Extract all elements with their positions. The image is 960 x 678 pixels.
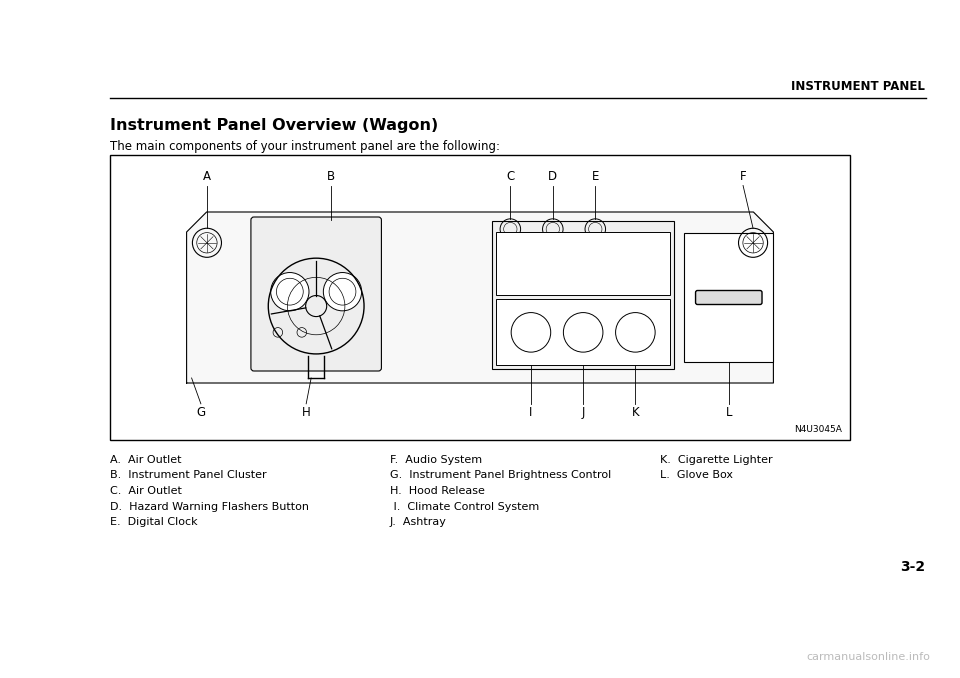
Text: carmanualsonline.info: carmanualsonline.info — [806, 652, 930, 662]
Text: K.  Cigarette Lighter: K. Cigarette Lighter — [660, 455, 773, 465]
Polygon shape — [186, 212, 774, 383]
Text: G.  Instrument Panel Brightness Control: G. Instrument Panel Brightness Control — [390, 471, 612, 481]
Text: A.  Air Outlet: A. Air Outlet — [110, 455, 181, 465]
Text: C: C — [506, 170, 515, 184]
Text: B.  Instrument Panel Cluster: B. Instrument Panel Cluster — [110, 471, 267, 481]
Text: E.  Digital Clock: E. Digital Clock — [110, 517, 198, 527]
Text: C.  Air Outlet: C. Air Outlet — [110, 486, 181, 496]
Text: D.  Hazard Warning Flashers Button: D. Hazard Warning Flashers Button — [110, 502, 309, 511]
Text: F: F — [740, 170, 746, 184]
FancyBboxPatch shape — [251, 217, 381, 371]
Circle shape — [324, 273, 362, 311]
Text: J: J — [582, 406, 585, 419]
Bar — [110, 155, 850, 440]
Text: I: I — [529, 406, 533, 419]
Text: D: D — [548, 170, 558, 184]
Text: H.  Hood Release: H. Hood Release — [390, 486, 485, 496]
Text: N4U3045A: N4U3045A — [794, 425, 842, 434]
Text: 3-2: 3-2 — [900, 560, 925, 574]
Text: J.  Ashtray: J. Ashtray — [390, 517, 446, 527]
Text: F.  Audio System: F. Audio System — [390, 455, 482, 465]
Text: H: H — [301, 406, 310, 419]
Text: The main components of your instrument panel are the following:: The main components of your instrument p… — [110, 140, 500, 153]
Bar — [496, 300, 670, 365]
Text: L.  Glove Box: L. Glove Box — [660, 471, 733, 481]
Bar — [496, 233, 670, 295]
Text: L: L — [726, 406, 732, 419]
Text: INSTRUMENT PANEL: INSTRUMENT PANEL — [791, 80, 925, 93]
Text: I.  Climate Control System: I. Climate Control System — [390, 502, 540, 511]
Text: K: K — [632, 406, 639, 419]
Text: G: G — [196, 406, 205, 419]
FancyBboxPatch shape — [492, 220, 674, 370]
FancyBboxPatch shape — [684, 233, 774, 363]
FancyBboxPatch shape — [696, 290, 762, 304]
Text: B: B — [326, 170, 335, 184]
Text: A: A — [203, 170, 211, 184]
Circle shape — [271, 273, 309, 311]
Text: E: E — [591, 170, 599, 184]
Text: Instrument Panel Overview (Wagon): Instrument Panel Overview (Wagon) — [110, 118, 439, 133]
